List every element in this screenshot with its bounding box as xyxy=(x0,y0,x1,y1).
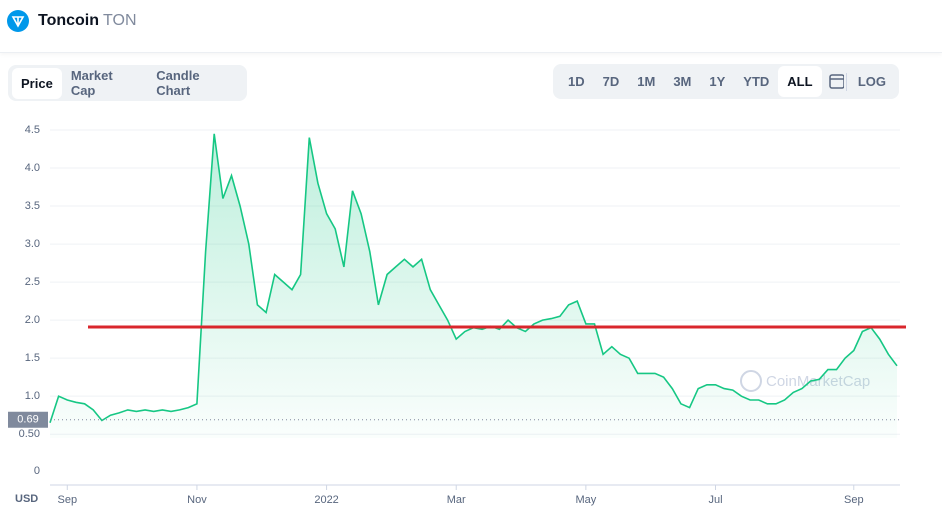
y-tick-label: 1.0 xyxy=(25,390,40,402)
x-tick-label: Sep xyxy=(57,494,77,506)
x-tick-label: Sep xyxy=(844,494,864,506)
volume-tick-label: 0 xyxy=(34,465,40,477)
calendar-button[interactable] xyxy=(822,72,845,92)
y-tick-label: 1.5 xyxy=(25,352,40,364)
logo xyxy=(7,10,29,32)
coin-name: Toncoin TON xyxy=(38,12,137,30)
y-tick-label: 2.5 xyxy=(25,276,40,288)
tab[interactable]: Market Cap xyxy=(70,68,113,98)
chart-tabs: Price Market Cap Candle Chart xyxy=(8,65,247,101)
y-tick-label: 4.5 xyxy=(25,124,40,136)
start-price-badge xyxy=(8,411,48,428)
watermark-logo xyxy=(740,370,762,392)
range[interactable]: YTD xyxy=(743,74,770,89)
x-tick-label: Mar xyxy=(447,494,466,506)
y-tick-label: 3.5 xyxy=(25,200,40,212)
x-tick-label: May xyxy=(575,494,596,506)
currency-label: USD xyxy=(15,493,38,505)
coin-title: Toncoin xyxy=(38,12,100,29)
y-tick-label: 3.0 xyxy=(25,238,40,250)
header: Toncoin TON xyxy=(0,0,942,53)
log-toggle[interactable]: LOG xyxy=(857,74,886,89)
price-line xyxy=(49,133,898,424)
x-tick-label: Jul xyxy=(708,494,722,506)
y-tick-label: 4.0 xyxy=(25,162,40,174)
range[interactable]: 1Y xyxy=(709,74,726,89)
tab[interactable]: Candle Chart xyxy=(156,68,200,98)
watermark: CoinMarketCap xyxy=(766,373,870,390)
coin-symbol: TON xyxy=(103,12,137,29)
tab[interactable]: Price xyxy=(12,67,62,99)
y-tick-label: 0.50 xyxy=(19,428,40,440)
range[interactable]: 1D xyxy=(568,74,585,89)
x-tick-label: Nov xyxy=(187,494,207,506)
x-tick-label: 2022 xyxy=(314,494,338,506)
range-tabs: 1D 7D 1M 3M 1Y YTD ALL LOG xyxy=(553,64,899,99)
start-price-label: 0.69 xyxy=(17,414,38,426)
range[interactable]: 7D xyxy=(602,74,620,89)
y-tick-label: 2.0 xyxy=(25,314,40,326)
range[interactable]: ALL xyxy=(778,66,822,97)
range[interactable]: 1M xyxy=(637,74,656,89)
price-area xyxy=(50,133,897,439)
range[interactable]: 3M xyxy=(673,74,692,89)
